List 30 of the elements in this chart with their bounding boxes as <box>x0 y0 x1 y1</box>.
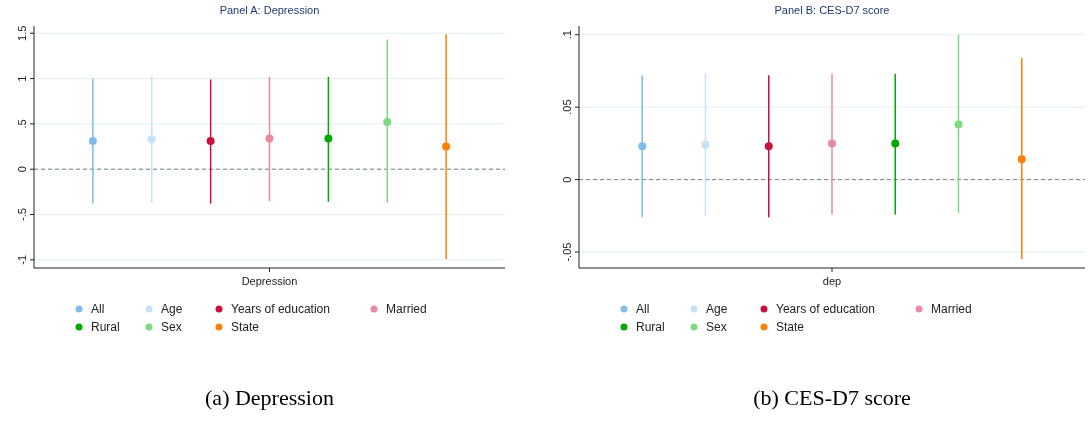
y-tick-label: .05 <box>561 99 573 115</box>
y-tick-label: 0 <box>561 176 573 183</box>
legend-label: Sex <box>161 320 182 334</box>
chart-title: Panel B: CES-D7 score <box>774 4 890 16</box>
y-tick-label: -.05 <box>561 242 573 262</box>
legend-label: Age <box>161 302 183 316</box>
y-tick-label: 1.5 <box>16 25 28 41</box>
legend-label: Rural <box>91 320 120 334</box>
y-tick-label: -.5 <box>16 208 28 221</box>
x-tick-label: Depression <box>241 275 298 287</box>
y-tick-label: .1 <box>561 30 573 40</box>
legend-label: Rural <box>636 320 665 334</box>
legend-label: Married <box>931 302 972 316</box>
legend-label: Age <box>706 302 728 316</box>
x-tick-label: dep <box>822 275 842 287</box>
legend-label: Years of education <box>231 302 330 316</box>
legend-label: Sex <box>706 320 727 334</box>
legend-label: All <box>636 302 650 316</box>
text: (b) CES-D7 score <box>753 385 911 410</box>
legend-label: Married <box>386 302 427 316</box>
legend-label: State <box>776 320 805 334</box>
y-tick-label: -1 <box>16 254 28 265</box>
legend-label: State <box>231 320 260 334</box>
chart-title: Panel A: Depression <box>219 4 320 16</box>
y-tick-label: .5 <box>16 119 28 129</box>
text: (a) Depression <box>205 385 334 410</box>
y-tick-label: 0 <box>16 166 28 173</box>
y-tick-label: 1 <box>16 75 28 82</box>
legend-label: Years of education <box>776 302 875 316</box>
legend-label: All <box>91 302 105 316</box>
